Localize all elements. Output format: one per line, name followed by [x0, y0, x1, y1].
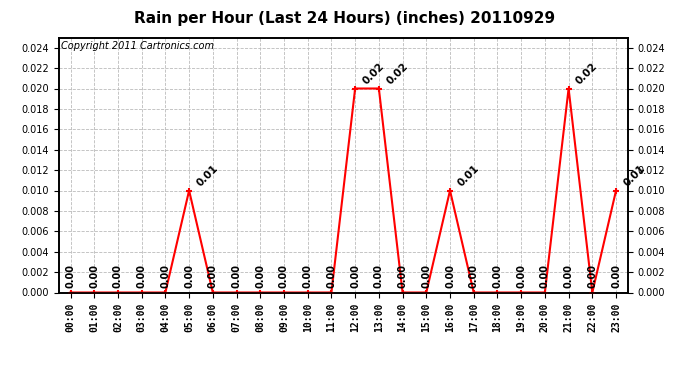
- Text: 0.00: 0.00: [279, 264, 289, 288]
- Text: 0.01: 0.01: [195, 163, 220, 188]
- Text: 0.00: 0.00: [587, 264, 598, 288]
- Text: 0.00: 0.00: [374, 264, 384, 288]
- Text: 0.00: 0.00: [611, 264, 621, 288]
- Text: 0.00: 0.00: [160, 264, 170, 288]
- Text: Copyright 2011 Cartronics.com: Copyright 2011 Cartronics.com: [61, 41, 215, 51]
- Text: Rain per Hour (Last 24 Hours) (inches) 20110929: Rain per Hour (Last 24 Hours) (inches) 2…: [135, 11, 555, 26]
- Text: 0.02: 0.02: [574, 61, 600, 86]
- Text: 0.00: 0.00: [469, 264, 479, 288]
- Text: 0.00: 0.00: [184, 264, 194, 288]
- Text: 0.00: 0.00: [303, 264, 313, 288]
- Text: 0.00: 0.00: [564, 264, 573, 288]
- Text: 0.00: 0.00: [516, 264, 526, 288]
- Text: 0.02: 0.02: [384, 61, 410, 86]
- Text: 0.00: 0.00: [422, 264, 431, 288]
- Text: 0.00: 0.00: [89, 264, 99, 288]
- Text: 0.00: 0.00: [445, 264, 455, 288]
- Text: 0.02: 0.02: [361, 61, 386, 86]
- Text: 0.00: 0.00: [137, 264, 147, 288]
- Text: 0.00: 0.00: [540, 264, 550, 288]
- Text: 0.00: 0.00: [493, 264, 502, 288]
- Text: 0.00: 0.00: [255, 264, 265, 288]
- Text: 0.00: 0.00: [397, 264, 408, 288]
- Text: 0.00: 0.00: [326, 264, 337, 288]
- Text: 0.01: 0.01: [455, 163, 481, 188]
- Text: 0.00: 0.00: [208, 264, 218, 288]
- Text: 0.00: 0.00: [113, 264, 123, 288]
- Text: 0.00: 0.00: [350, 264, 360, 288]
- Text: 0.00: 0.00: [232, 264, 241, 288]
- Text: 0.00: 0.00: [66, 264, 75, 288]
- Text: 0.01: 0.01: [622, 163, 647, 188]
